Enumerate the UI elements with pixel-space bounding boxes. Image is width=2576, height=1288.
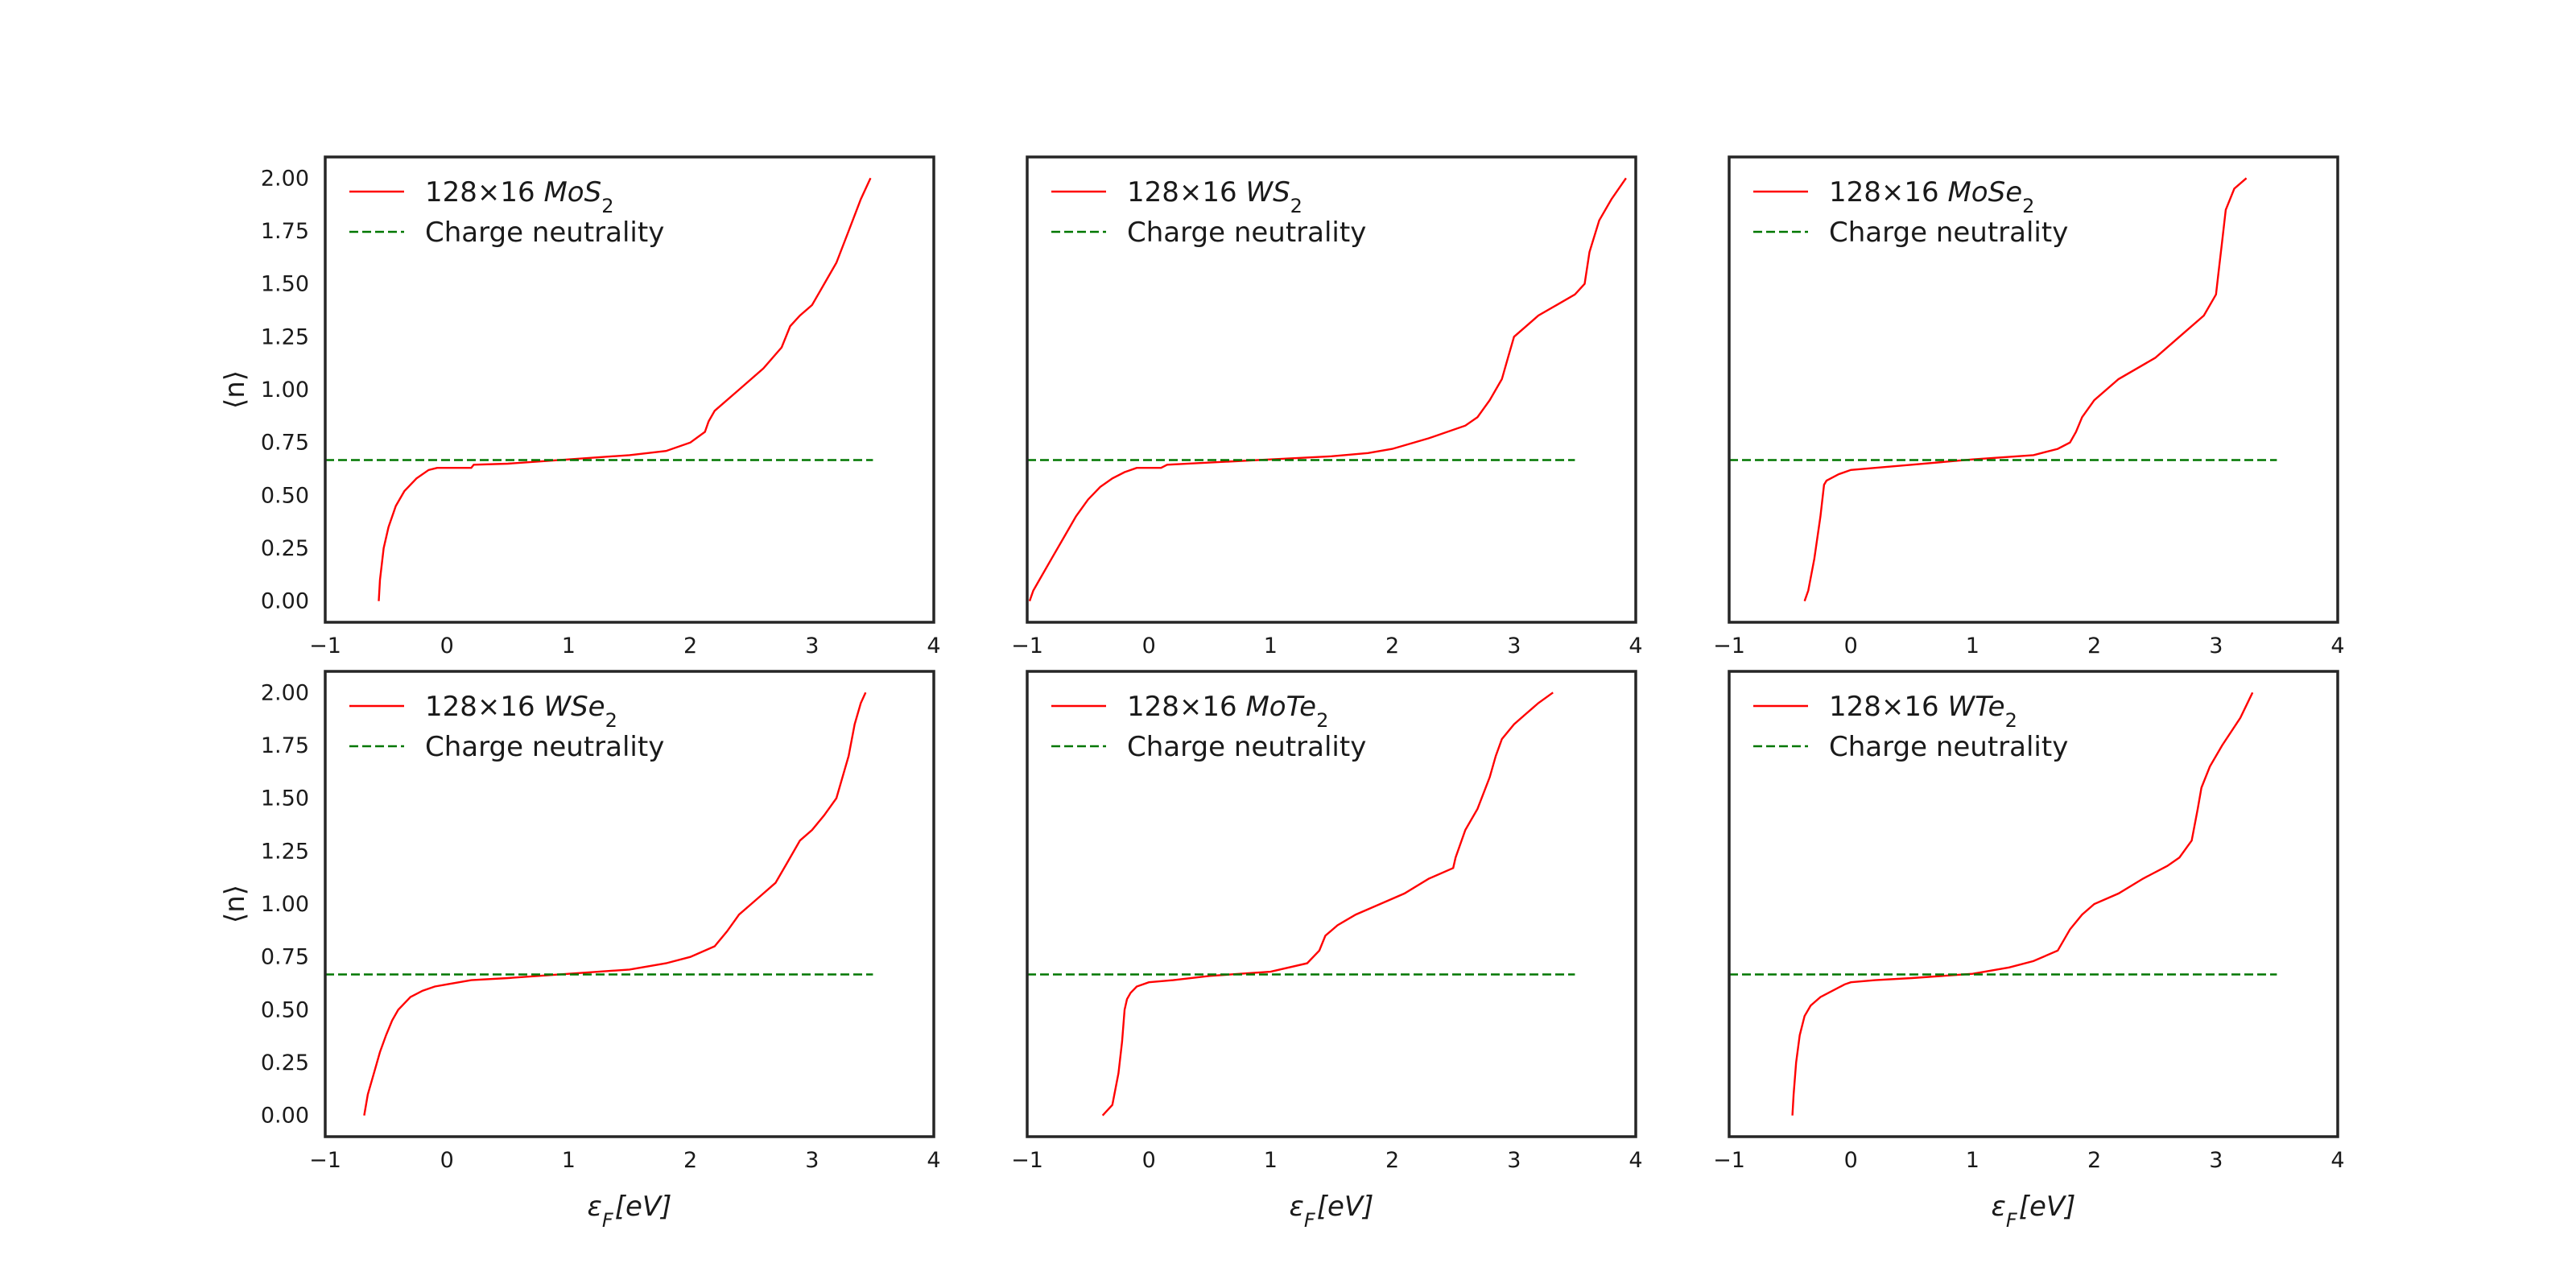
legend-label: 128×16 WS2 <box>1127 176 1302 217</box>
y-tick-label: 0.75 <box>261 431 309 456</box>
x-axis-label: εF[eV] <box>588 1191 672 1232</box>
y-tick-label: 0.25 <box>261 1051 309 1075</box>
x-tick-label: 2 <box>683 634 697 658</box>
x-tick-label: 0 <box>1844 634 1858 658</box>
x-tick-label: 1 <box>1264 1148 1278 1173</box>
x-tick-label: 4 <box>1629 634 1642 658</box>
y-axis-label: ⟨n⟩ <box>219 370 251 409</box>
x-tick-label: 0 <box>440 634 454 658</box>
y-tick-label: 2.00 <box>261 166 309 191</box>
x-tick-label: 4 <box>927 634 940 658</box>
x-tick-label: 2 <box>2087 1148 2101 1173</box>
y-tick-label: 2.00 <box>261 680 309 705</box>
legend-label: 128×16 MoTe2 <box>1127 691 1328 732</box>
axes-frame <box>1728 155 2339 624</box>
x-tick-label: 2 <box>1385 1148 1399 1173</box>
legend-label: Charge neutrality <box>425 731 664 763</box>
x-tick-label: −1 <box>309 634 341 658</box>
x-axis-label: εF[eV] <box>1290 1191 1374 1232</box>
x-tick-label: −1 <box>1011 1148 1043 1173</box>
x-tick-label: 1 <box>1264 634 1278 658</box>
x-tick-label: 0 <box>1142 634 1156 658</box>
axes-frame <box>1026 670 1637 1138</box>
y-tick-label: 1.00 <box>261 378 309 402</box>
legend-label: Charge neutrality <box>425 217 664 249</box>
x-tick-label: 1 <box>562 634 576 658</box>
x-tick-label: 4 <box>1629 1148 1642 1173</box>
y-tick-label: 0.25 <box>261 536 309 561</box>
x-tick-label: 3 <box>2209 1148 2223 1173</box>
y-tick-label: 1.50 <box>261 272 309 297</box>
y-tick-label: 1.25 <box>261 839 309 864</box>
y-tick-label: 1.75 <box>261 219 309 244</box>
x-tick-label: 1 <box>1966 634 1979 658</box>
density-curve <box>1028 177 1627 602</box>
axes-frame <box>324 670 935 1138</box>
legend-label: 128×16 MoS2 <box>425 176 613 217</box>
x-tick-label: 3 <box>805 1148 819 1173</box>
y-axis-label: ⟨n⟩ <box>219 885 251 923</box>
density-curve <box>1791 691 2254 1116</box>
x-tick-label: 0 <box>1142 1148 1156 1173</box>
x-tick-label: 2 <box>1385 634 1399 658</box>
legend-label: 128×16 WSe2 <box>425 691 617 732</box>
x-tick-label: 3 <box>1507 634 1521 658</box>
x-tick-label: 1 <box>1966 1148 1979 1173</box>
y-tick-label: 1.25 <box>261 324 309 349</box>
axes-frame <box>1026 155 1637 624</box>
x-tick-label: 2 <box>683 1148 697 1173</box>
y-tick-label: 0.75 <box>261 945 309 970</box>
x-tick-label: −1 <box>1713 634 1745 658</box>
y-tick-label: 1.00 <box>261 892 309 917</box>
x-tick-label: 4 <box>2330 634 2344 658</box>
x-tick-label: 1 <box>562 1148 576 1173</box>
x-tick-label: 0 <box>440 1148 454 1173</box>
x-tick-label: 3 <box>1507 1148 1521 1173</box>
y-tick-label: 0.50 <box>261 483 309 508</box>
x-tick-label: 2 <box>2087 634 2101 658</box>
x-tick-label: 4 <box>2330 1148 2344 1173</box>
y-tick-label: 0.50 <box>261 997 309 1022</box>
x-tick-label: 3 <box>805 634 819 658</box>
x-tick-label: −1 <box>1713 1148 1745 1173</box>
y-tick-label: 0.00 <box>261 589 309 614</box>
density-curve <box>363 691 867 1116</box>
density-curve <box>378 177 872 601</box>
legend-label: Charge neutrality <box>1127 217 1366 249</box>
y-tick-label: 1.75 <box>261 733 309 758</box>
legend-label: 128×16 MoSe2 <box>1829 176 2034 217</box>
axes-frame <box>324 155 935 624</box>
x-tick-label: 0 <box>1844 1148 1858 1173</box>
x-tick-label: 4 <box>927 1148 940 1173</box>
axes-frame <box>1728 670 2339 1138</box>
x-tick-label: −1 <box>309 1148 341 1173</box>
legend-label: Charge neutrality <box>1127 731 1366 763</box>
y-tick-label: 0.00 <box>261 1104 309 1129</box>
x-axis-label: εF[eV] <box>1992 1191 2076 1232</box>
y-tick-label: 1.50 <box>261 786 309 811</box>
density-curve <box>1101 691 1554 1117</box>
subplot-1: −1 0 1 2 3 4 0.00 0.25 0.50 0.75 1.00 1.25 1.50 1.75 2… <box>219 155 941 658</box>
x-tick-label: −1 <box>1011 634 1043 658</box>
x-tick-label: 3 <box>2209 634 2223 658</box>
legend-label: Charge neutrality <box>1829 217 2068 249</box>
subplot-4: −1 0 1 2 3 4 0.00 0.25 0.50 0.75 1.00 1.25 1.50 1.75 2… <box>219 670 941 1232</box>
legend-label: 128×16 WTe2 <box>1829 691 2017 732</box>
legend-label: Charge neutrality <box>1829 731 2068 763</box>
density-curve <box>1803 177 2248 602</box>
